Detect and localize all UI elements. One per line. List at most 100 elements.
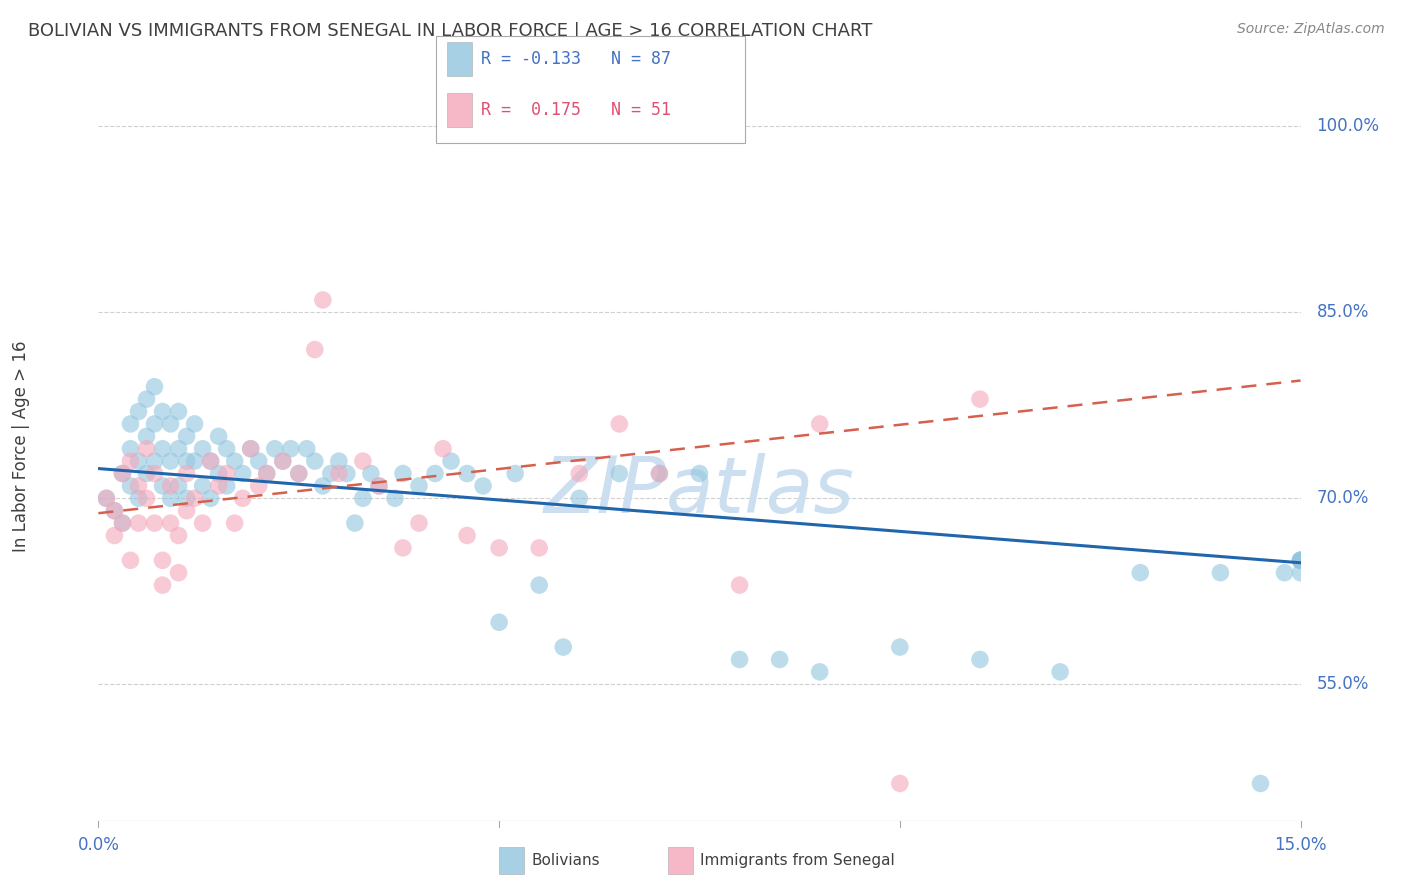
Point — [295, 442, 318, 456]
Point — [568, 467, 591, 481]
Point — [343, 516, 366, 530]
Point — [392, 467, 415, 481]
Text: 0.0%: 0.0% — [77, 836, 120, 854]
Point — [319, 467, 342, 481]
Point — [167, 566, 190, 580]
Point — [1129, 566, 1152, 580]
Point — [111, 516, 134, 530]
Point — [768, 652, 790, 666]
Point — [128, 479, 150, 493]
Point — [280, 442, 302, 456]
Point — [143, 380, 166, 394]
Point — [111, 467, 134, 481]
Point — [200, 454, 222, 468]
Text: 85.0%: 85.0% — [1316, 303, 1369, 321]
Point — [408, 516, 430, 530]
Point — [176, 429, 198, 443]
Point — [263, 442, 285, 456]
Point — [808, 665, 831, 679]
Point — [503, 467, 526, 481]
Point — [352, 491, 374, 506]
Point — [120, 553, 142, 567]
Point — [152, 553, 174, 567]
Point — [408, 479, 430, 493]
Point — [103, 528, 125, 542]
Point — [191, 479, 214, 493]
Point — [648, 467, 671, 481]
Point — [159, 491, 181, 506]
Point — [456, 467, 478, 481]
Point — [215, 467, 238, 481]
Point — [1250, 776, 1272, 790]
Point — [128, 491, 150, 506]
Text: 55.0%: 55.0% — [1316, 675, 1369, 693]
Point — [256, 467, 278, 481]
Point — [128, 404, 150, 418]
Point — [304, 343, 326, 357]
Point — [152, 442, 174, 456]
Point — [120, 442, 142, 456]
Point — [304, 454, 326, 468]
Text: 15.0%: 15.0% — [1274, 836, 1327, 854]
Point — [889, 776, 911, 790]
Point — [176, 454, 198, 468]
Point — [336, 467, 359, 481]
Point — [200, 491, 222, 506]
Point — [200, 454, 222, 468]
Point — [128, 454, 150, 468]
Point — [143, 467, 166, 481]
Point — [384, 491, 406, 506]
Text: BOLIVIAN VS IMMIGRANTS FROM SENEGAL IN LABOR FORCE | AGE > 16 CORRELATION CHART: BOLIVIAN VS IMMIGRANTS FROM SENEGAL IN L… — [28, 22, 873, 40]
Point — [1289, 553, 1312, 567]
Point — [969, 392, 991, 406]
Point — [728, 578, 751, 592]
Point — [111, 516, 134, 530]
Point — [312, 293, 335, 307]
Point — [183, 491, 205, 506]
Point — [135, 491, 157, 506]
Point — [271, 454, 294, 468]
Point — [152, 479, 174, 493]
Point — [568, 491, 591, 506]
Point — [609, 417, 631, 431]
Point — [208, 467, 231, 481]
Point — [215, 442, 238, 456]
Text: Bolivians: Bolivians — [531, 854, 600, 868]
Point — [312, 479, 335, 493]
Point — [360, 467, 382, 481]
Point — [103, 504, 125, 518]
Point — [176, 467, 198, 481]
Point — [176, 491, 198, 506]
Point — [159, 454, 181, 468]
Point — [120, 479, 142, 493]
Point — [191, 516, 214, 530]
Point — [648, 467, 671, 481]
Point — [432, 442, 454, 456]
Point — [271, 454, 294, 468]
Point — [135, 467, 157, 481]
Point — [183, 417, 205, 431]
Point — [103, 504, 125, 518]
Point — [152, 404, 174, 418]
Point — [135, 442, 157, 456]
Point — [167, 479, 190, 493]
Point — [167, 404, 190, 418]
Point — [423, 467, 446, 481]
Point — [159, 417, 181, 431]
Text: R = -0.133   N = 87: R = -0.133 N = 87 — [481, 51, 671, 69]
Point — [1049, 665, 1071, 679]
Point — [1289, 553, 1312, 567]
Point — [176, 504, 198, 518]
Point — [688, 467, 710, 481]
Point — [152, 578, 174, 592]
Point — [208, 479, 231, 493]
Point — [328, 467, 350, 481]
Text: ZIPatlas: ZIPatlas — [544, 453, 855, 530]
Point — [167, 442, 190, 456]
Text: Source: ZipAtlas.com: Source: ZipAtlas.com — [1237, 22, 1385, 37]
Point — [368, 479, 391, 493]
Point — [1289, 553, 1312, 567]
Text: 100.0%: 100.0% — [1316, 118, 1379, 136]
Point — [288, 467, 311, 481]
Point — [120, 417, 142, 431]
